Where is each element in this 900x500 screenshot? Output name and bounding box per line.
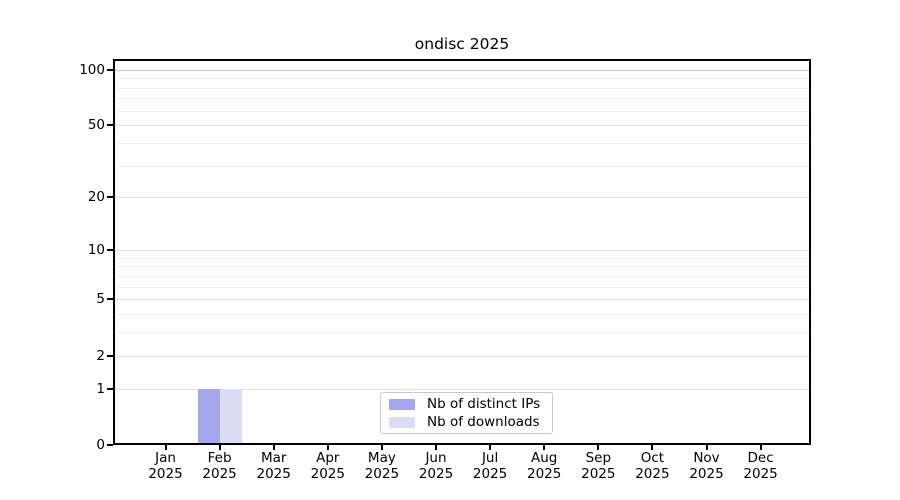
x-axis-tick <box>597 445 600 450</box>
y-tick-label: 5 <box>96 291 105 308</box>
gridline-minor <box>113 266 811 268</box>
gridline-minor <box>113 314 811 316</box>
y-tick-label: 100 <box>79 61 105 78</box>
gridline-minor <box>113 78 811 80</box>
x-axis-tick <box>326 445 329 450</box>
x-axis-tick <box>759 445 762 450</box>
bar-distinct-ips <box>197 388 220 445</box>
legend-label-downloads: Nb of downloads <box>427 414 540 430</box>
legend-swatch-downloads-icon <box>389 416 415 428</box>
y-tick-label: 10 <box>87 242 105 259</box>
x-axis-tick <box>380 445 383 450</box>
bar-downloads <box>219 388 242 445</box>
x-axis-tick <box>489 445 492 450</box>
x-axis-tick <box>543 445 546 450</box>
gridline-minor <box>113 165 811 167</box>
y-tick-label: 50 <box>87 117 105 134</box>
x-axis-tick <box>651 445 654 450</box>
gridline-major <box>113 299 811 301</box>
gridline-minor <box>113 332 811 334</box>
gridline-minor <box>113 87 811 89</box>
x-axis-tick <box>272 445 275 450</box>
y-tick-label: 0 <box>96 437 105 453</box>
y-tick-label: 20 <box>87 189 105 206</box>
legend-label-distinct-ips: Nb of distinct IPs <box>427 396 541 412</box>
x-axis-tick <box>164 445 167 450</box>
x-axis-tick <box>705 445 708 450</box>
x-tick-label: Dec 2025 <box>743 450 778 482</box>
chart-title: ondisc 2025 <box>414 35 510 53</box>
x-tick-label: Aug 2025 <box>527 450 562 482</box>
y-tick-label: 1 <box>96 380 105 397</box>
gridline-major <box>113 197 811 199</box>
legend: Nb of distinct IPs Nb of downloads <box>380 392 553 434</box>
x-tick-label: May 2025 <box>364 450 400 482</box>
gridline-minor <box>113 257 811 259</box>
legend-item-downloads: Nb of downloads <box>389 414 544 430</box>
gridline-minor <box>113 98 811 100</box>
x-tick-label: Apr 2025 <box>310 450 345 482</box>
x-tick-label: Feb 2025 <box>202 450 237 482</box>
gridline-minor <box>113 143 811 145</box>
gridline-minor <box>113 286 811 288</box>
x-tick-label: Oct 2025 <box>635 450 670 482</box>
x-tick-label: Jun 2025 <box>418 450 454 482</box>
gridline-major <box>113 388 811 390</box>
x-tick-label: Nov 2025 <box>689 450 724 482</box>
y-tick-label: 2 <box>96 347 105 364</box>
gridline-major <box>113 355 811 357</box>
plot-area <box>113 59 811 445</box>
x-tick-label: Jul 2025 <box>472 450 508 482</box>
legend-swatch-distinct-ips-icon <box>389 398 415 410</box>
legend-item-distinct-ips: Nb of distinct IPs <box>389 396 544 412</box>
gridline-minor <box>113 275 811 277</box>
gridline-major <box>113 250 811 252</box>
x-tick-label: Sep 2025 <box>581 450 616 482</box>
gridline-major <box>113 69 811 71</box>
gridline-minor <box>113 110 811 112</box>
x-tick-label: Jan 2025 <box>148 450 183 482</box>
x-tick-label: Mar 2025 <box>256 450 291 482</box>
x-axis-tick <box>218 445 221 450</box>
x-axis-tick <box>435 445 437 450</box>
gridline-major <box>113 125 811 127</box>
